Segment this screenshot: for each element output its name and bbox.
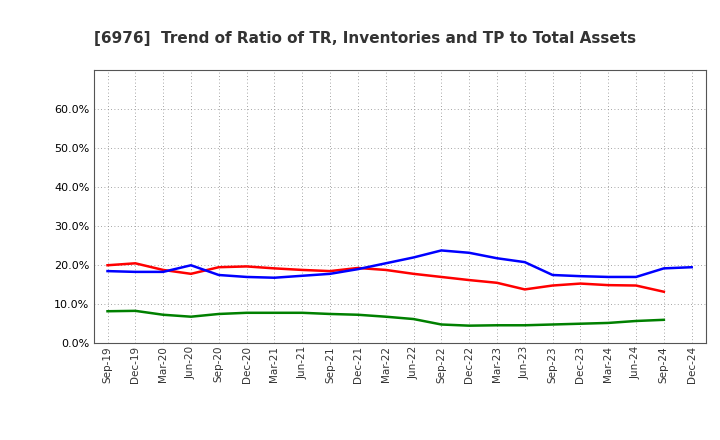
Trade Payables <box>159 312 168 317</box>
Inventories <box>465 250 474 256</box>
Trade Payables <box>215 312 223 317</box>
Trade Payables <box>186 314 195 319</box>
Trade Receivables <box>186 271 195 276</box>
Trade Receivables <box>521 287 529 292</box>
Inventories <box>604 274 613 279</box>
Line: Inventories: Inventories <box>107 250 692 278</box>
Trade Payables <box>660 317 668 323</box>
Trade Receivables <box>215 264 223 270</box>
Trade Receivables <box>354 265 362 271</box>
Trade Payables <box>270 310 279 315</box>
Trade Payables <box>437 322 446 327</box>
Inventories <box>215 272 223 278</box>
Trade Receivables <box>159 267 168 272</box>
Trade Receivables <box>492 280 501 286</box>
Trade Receivables <box>604 282 613 288</box>
Inventories <box>382 260 390 266</box>
Inventories <box>660 266 668 271</box>
Trade Receivables <box>660 289 668 294</box>
Trade Receivables <box>549 283 557 288</box>
Inventories <box>270 275 279 280</box>
Trade Payables <box>103 308 112 314</box>
Trade Receivables <box>270 266 279 271</box>
Line: Trade Payables: Trade Payables <box>107 311 664 326</box>
Trade Receivables <box>409 271 418 276</box>
Inventories <box>186 263 195 268</box>
Trade Payables <box>131 308 140 313</box>
Trade Receivables <box>437 274 446 279</box>
Inventories <box>242 274 251 279</box>
Trade Payables <box>631 319 640 324</box>
Trade Receivables <box>325 268 334 274</box>
Inventories <box>409 255 418 260</box>
Trade Receivables <box>631 283 640 288</box>
Trade Receivables <box>103 263 112 268</box>
Trade Receivables <box>576 281 585 286</box>
Inventories <box>325 271 334 276</box>
Trade Receivables <box>465 278 474 283</box>
Inventories <box>492 256 501 261</box>
Trade Payables <box>325 312 334 317</box>
Trade Payables <box>298 310 307 315</box>
Inventories <box>131 269 140 275</box>
Inventories <box>521 260 529 265</box>
Inventories <box>437 248 446 253</box>
Text: [6976]  Trend of Ratio of TR, Inventories and TP to Total Assets: [6976] Trend of Ratio of TR, Inventories… <box>94 31 636 46</box>
Trade Receivables <box>298 267 307 272</box>
Trade Payables <box>521 323 529 328</box>
Inventories <box>631 274 640 279</box>
Trade Payables <box>382 314 390 319</box>
Inventories <box>549 272 557 278</box>
Trade Receivables <box>242 264 251 269</box>
Inventories <box>103 268 112 274</box>
Trade Payables <box>242 310 251 315</box>
Inventories <box>159 269 168 275</box>
Inventories <box>354 267 362 272</box>
Trade Receivables <box>382 267 390 272</box>
Trade Payables <box>354 312 362 317</box>
Trade Payables <box>576 321 585 326</box>
Trade Payables <box>549 322 557 327</box>
Trade Payables <box>465 323 474 328</box>
Inventories <box>298 273 307 279</box>
Trade Payables <box>409 316 418 322</box>
Line: Trade Receivables: Trade Receivables <box>107 263 664 292</box>
Trade Payables <box>492 323 501 328</box>
Trade Payables <box>604 320 613 326</box>
Trade Receivables <box>131 260 140 266</box>
Inventories <box>688 264 696 270</box>
Inventories <box>576 274 585 279</box>
